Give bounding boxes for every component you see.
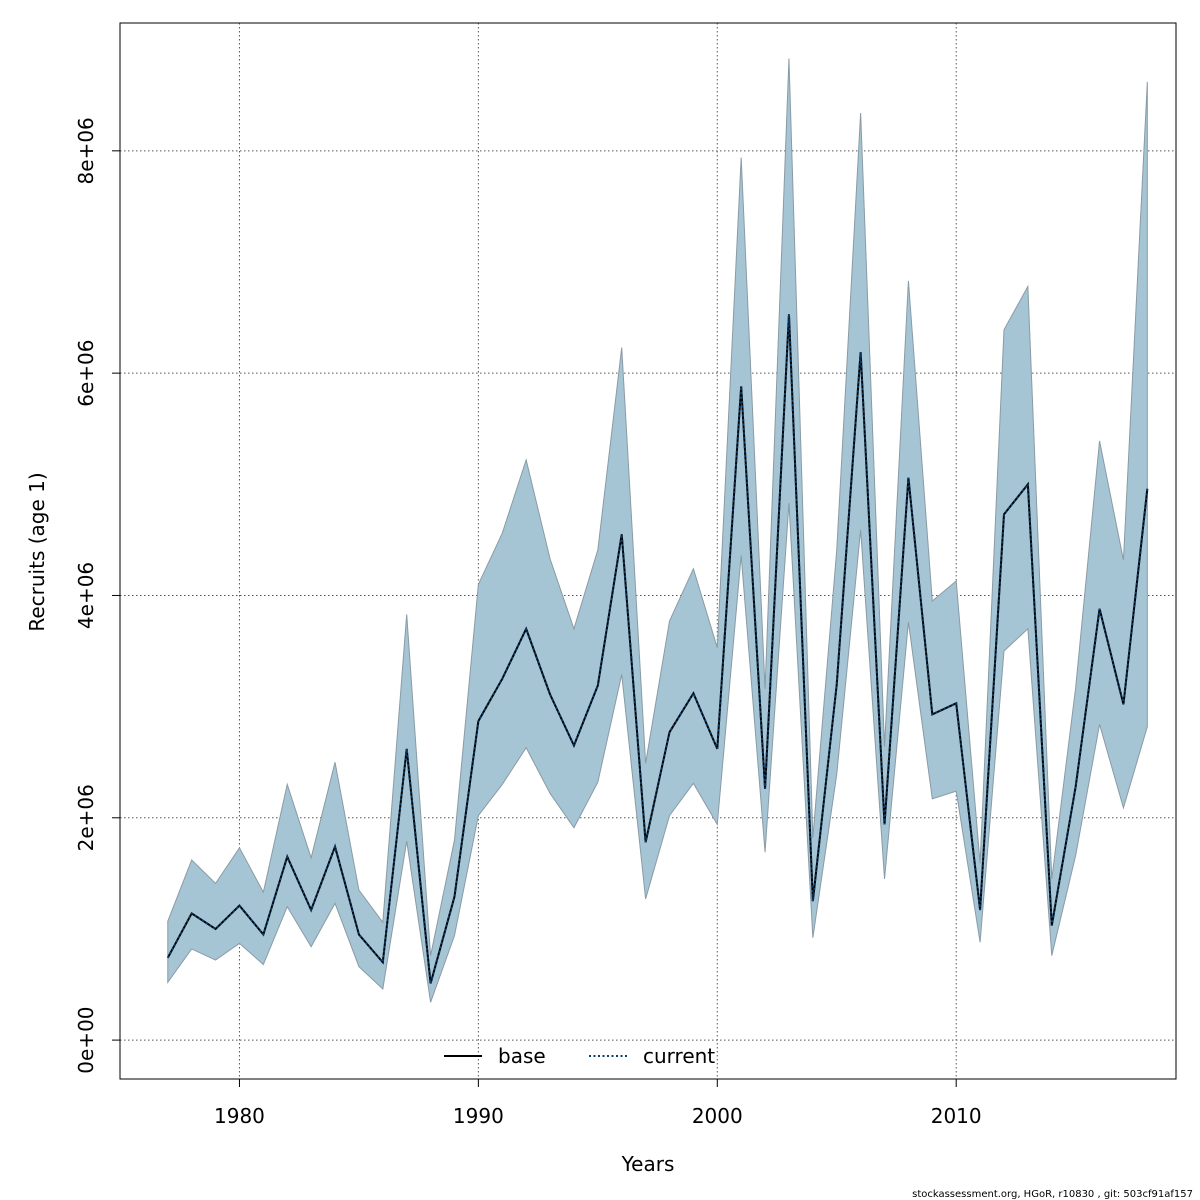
y-tick-label: 4e+06 xyxy=(74,562,98,629)
legend-label-current: current xyxy=(643,1044,715,1068)
y-tick-label: 0e+00 xyxy=(74,1006,98,1073)
confidence-band-layer xyxy=(167,58,1148,1003)
x-tick-label: 1990 xyxy=(453,1104,504,1128)
y-tick-label: 6e+06 xyxy=(74,340,98,407)
y-tick-label: 2e+06 xyxy=(74,784,98,851)
series-line-current xyxy=(166,314,1149,984)
y-tick-label: 8e+06 xyxy=(74,117,98,184)
y-axis-title: Recruits (age 1) xyxy=(25,472,49,631)
footer-credit: stockassessment.org, HGoR, r10830 , git:… xyxy=(912,1189,1193,1200)
x-axis: 1980 1990 2000 2010 xyxy=(214,1078,982,1128)
x-tick-label: 2000 xyxy=(692,1104,743,1128)
series-lines-layer xyxy=(166,314,1149,984)
x-axis-title: Years xyxy=(621,1152,675,1176)
x-tick-label: 1980 xyxy=(214,1104,265,1128)
legend: base current xyxy=(444,1044,715,1068)
confidence-band xyxy=(167,58,1148,1003)
y-axis: 0e+00 2e+06 4e+06 6e+06 8e+06 xyxy=(74,117,121,1074)
legend-label-base: base xyxy=(498,1044,546,1068)
x-tick-label: 2010 xyxy=(931,1104,982,1128)
